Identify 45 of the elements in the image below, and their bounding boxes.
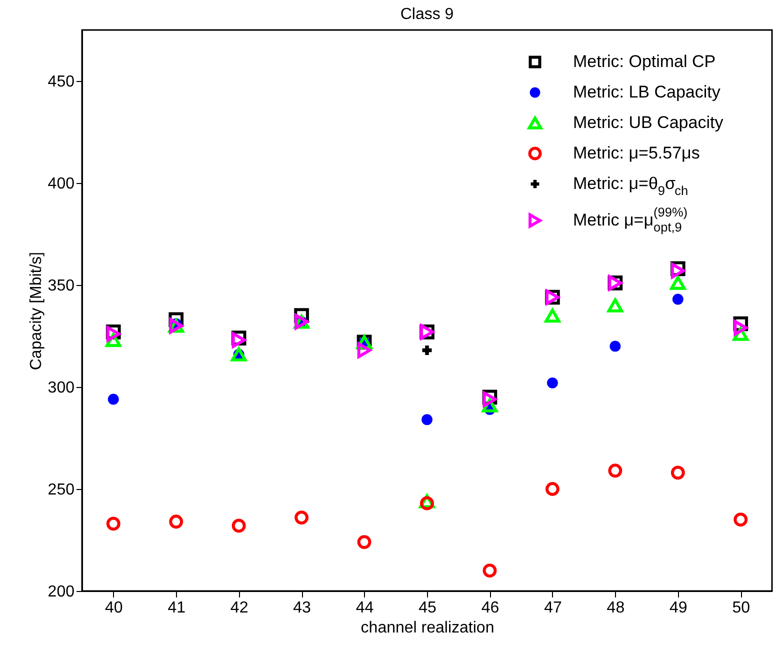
y-tick-label: 350 [48,278,75,294]
point [670,276,686,290]
y-tick-label: 250 [48,482,75,498]
point [670,466,685,480]
y-tick-label: 200 [48,584,75,600]
point [545,482,560,496]
legend-label: Metric: UB Capacity [573,113,724,132]
legend-label: Metric: LB Capacity [573,82,721,102]
x-tick-label: 49 [670,600,688,616]
point [422,346,432,356]
point [734,512,748,527]
x-tick-label: 48 [606,600,625,616]
x-tick-label: 47 [544,600,562,616]
x-tick-label: 42 [230,600,248,616]
legend-label: Metric: μ=5.57μs [573,144,700,162]
point [106,516,120,531]
x-tick-label: 41 [168,600,186,616]
y-tick-label: 450 [48,74,75,90]
point [422,414,432,426]
x-tick-label: 43 [293,600,312,616]
point [357,535,372,550]
point [734,320,748,336]
y-tick-label: 400 [48,176,75,192]
point [544,308,560,323]
point [607,298,624,312]
point [169,514,184,529]
point [672,294,684,305]
point [294,510,309,525]
x-tick-label: 46 [481,600,500,616]
point [610,340,621,352]
x-tick-label: 44 [356,600,374,616]
legend-label: Metric: Optimal CP [573,52,716,71]
point [482,564,497,578]
y-tick-label: 300 [48,380,75,396]
x-tick-label: 50 [732,600,750,616]
point [230,347,247,362]
point [232,518,246,533]
y-axis-title: Capacity [Mbit/s] [28,252,45,370]
point [608,464,622,478]
x-axis-title: channel realization [360,620,494,636]
x-tick-label: 45 [418,600,436,616]
chart-title: Class 9 [400,6,454,23]
point [108,394,119,405]
point [546,377,558,388]
x-tick-label: 40 [104,600,123,616]
